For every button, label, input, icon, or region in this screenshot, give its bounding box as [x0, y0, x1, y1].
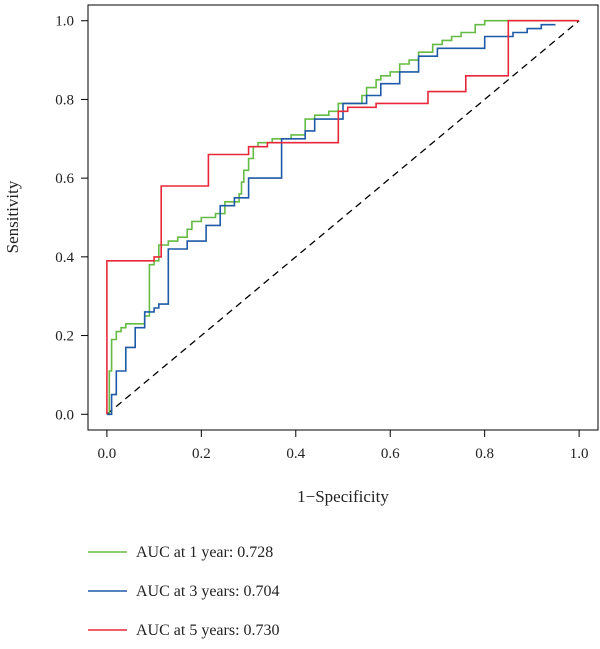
y-tick-label: 0.2 — [55, 329, 74, 345]
x-tick-label: 1.0 — [570, 446, 589, 462]
y-tick-label: 0.0 — [55, 407, 74, 423]
x-tick-label: 0.0 — [98, 446, 117, 462]
x-tick-label: 0.6 — [381, 446, 400, 462]
roc-curve-series-3 — [106, 19, 580, 415]
legend: AUC at 1 year: 0.728 AUC at 3 years: 0.70… — [88, 544, 280, 639]
x-tick-label: 0.4 — [286, 446, 305, 462]
x-tick-label: 0.2 — [192, 446, 211, 462]
x-axis-title: 1−Specificity — [297, 487, 389, 506]
y-tick-label: 0.4 — [55, 250, 74, 266]
legend-label-series-1: AUC at 1 year: 0.728 — [136, 544, 273, 561]
x-axis: 0.0 0.2 0.4 0.6 0.8 1.0 — [98, 430, 589, 462]
reference-diagonal-line — [106, 20, 580, 415]
legend-label-series-2: AUC at 3 years: 0.704 — [136, 583, 280, 600]
roc-curve-series-1 — [106, 19, 580, 416]
y-tick-label: 1.0 — [55, 14, 74, 30]
series-layer — [106, 19, 580, 416]
y-axis: 0.0 0.2 0.4 0.6 0.8 1.0 — [55, 14, 88, 423]
y-tick-label: 0.8 — [55, 92, 74, 108]
roc-curve-series-2 — [106, 23, 556, 416]
x-tick-label: 0.8 — [475, 446, 494, 462]
legend-label-series-3: AUC at 5 years: 0.730 — [136, 622, 280, 639]
y-axis-title: Sensitivity — [3, 180, 22, 253]
y-tick-label: 0.6 — [55, 171, 74, 187]
plot-frame — [87, 4, 599, 431]
